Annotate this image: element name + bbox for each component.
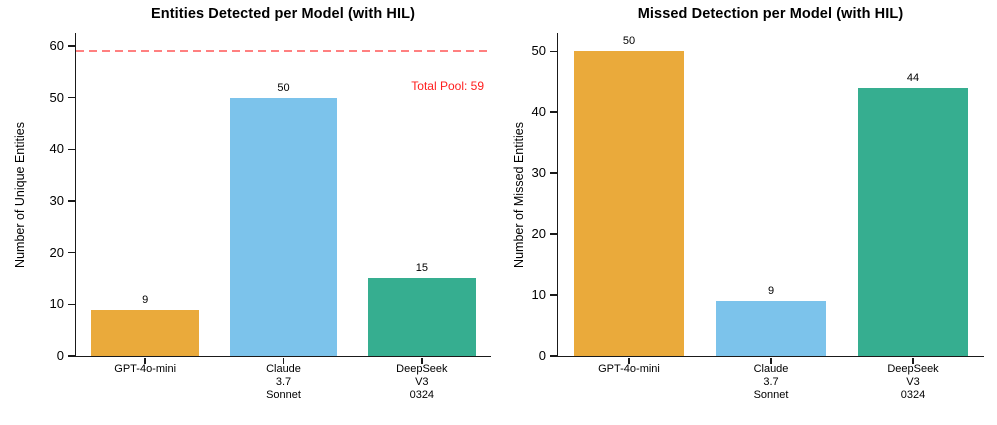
x-tick-mark bbox=[421, 357, 423, 364]
chart-entities-detected: Entities Detected per Model (with HIL) N… bbox=[13, 6, 491, 401]
x-category-label: GPT-4o-mini bbox=[598, 363, 660, 375]
x-category-label: GPT-4o-mini bbox=[114, 363, 177, 375]
plot-area: 0 10 20 30 40 50 50 GPT-4o-mini 9 Claude 3.7 Sonn… bbox=[532, 33, 984, 401]
y-tick-mark bbox=[550, 50, 557, 53]
y-tick-label: 20 bbox=[49, 244, 64, 260]
bar-value-label: 15 bbox=[415, 262, 428, 275]
y-tick-mark bbox=[68, 200, 75, 202]
chart-title: Missed Detection per Model (with HIL) bbox=[637, 6, 904, 22]
x-category-label: Claude 3.7 Sonnet bbox=[266, 363, 301, 401]
y-tick-mark bbox=[550, 172, 557, 174]
x-tick-mark bbox=[628, 357, 630, 364]
bar-deepseek bbox=[857, 87, 969, 356]
y-tick-label: 10 bbox=[531, 287, 546, 303]
bar-value-label: 9 bbox=[142, 293, 149, 306]
y-tick-mark bbox=[68, 303, 75, 306]
y-tick-label: 20 bbox=[531, 226, 546, 242]
y-tick-mark bbox=[550, 355, 557, 357]
y-axis-label: Number of Missed Entities bbox=[512, 122, 526, 268]
y-tick-label: 50 bbox=[531, 43, 546, 59]
y-tick-mark bbox=[68, 96, 75, 99]
bar-deepseek bbox=[367, 278, 476, 356]
y-tick-mark bbox=[68, 251, 75, 254]
y-tick-label: 30 bbox=[49, 192, 64, 208]
bar-value-label: 50 bbox=[277, 81, 290, 94]
y-tick-mark bbox=[550, 111, 557, 113]
threshold-label: Total Pool: 59 bbox=[411, 79, 484, 93]
y-tick-label: 0 bbox=[56, 348, 64, 363]
x-tick-mark bbox=[144, 357, 146, 364]
bar-gpt-4o-mini bbox=[573, 51, 685, 356]
bar-value-label: 9 bbox=[767, 285, 775, 298]
plot-area: 0 10 20 30 40 50 60 9 GPT-4o-mini 50 Claude 3.7 So… bbox=[50, 33, 491, 401]
chart-missed-detection: Missed Detection per Model (with HIL) Nu… bbox=[500, 0, 997, 425]
bar-gpt-4o-mini bbox=[91, 309, 200, 356]
bar-value-label: 44 bbox=[906, 71, 920, 84]
threshold-line bbox=[76, 49, 491, 53]
y-tick-mark bbox=[550, 294, 557, 296]
bar-claude bbox=[229, 97, 338, 356]
y-tick-label: 30 bbox=[531, 165, 546, 181]
chart-title: Entities Detected per Model (with HIL) bbox=[150, 6, 415, 22]
y-tick-label: 0 bbox=[538, 348, 546, 363]
y-tick-label: 60 bbox=[49, 37, 64, 53]
y-tick-label: 40 bbox=[49, 141, 64, 157]
y-tick-mark bbox=[68, 148, 75, 151]
x-category-label: DeepSeek V3 0324 bbox=[396, 363, 448, 401]
x-tick-mark bbox=[912, 357, 914, 364]
y-tick-label: 10 bbox=[49, 296, 64, 312]
bar-value-label: 50 bbox=[622, 35, 636, 48]
x-category-label: Claude 3.7 Sonnet bbox=[753, 363, 789, 401]
x-tick-mark bbox=[282, 357, 285, 364]
y-tick-label: 50 bbox=[49, 89, 64, 105]
y-tick-label: 40 bbox=[531, 104, 546, 120]
y-tick-mark bbox=[68, 45, 75, 47]
x-category-label: DeepSeek V3 0324 bbox=[887, 363, 939, 401]
bar-claude bbox=[715, 301, 827, 356]
y-tick-mark bbox=[550, 233, 557, 235]
y-tick-mark bbox=[68, 355, 75, 357]
x-tick-mark bbox=[770, 357, 772, 364]
